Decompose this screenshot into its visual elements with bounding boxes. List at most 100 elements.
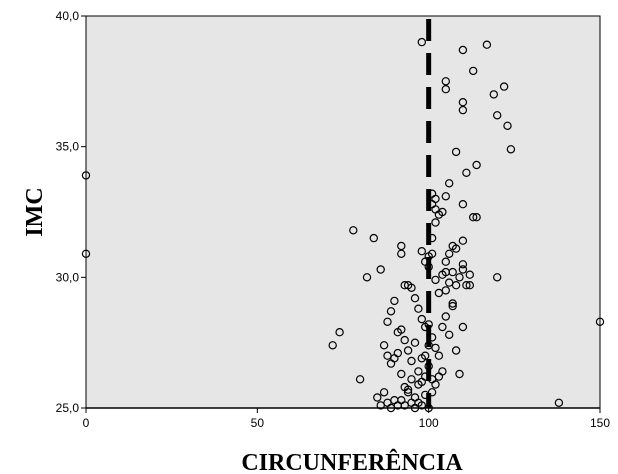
- data-point: [469, 212, 478, 222]
- data-point: [448, 241, 457, 251]
- data-point: [355, 375, 365, 384]
- plot-area: [85, 15, 601, 409]
- data-point: [489, 90, 498, 99]
- data-point: [434, 351, 444, 360]
- data-point: [595, 317, 605, 326]
- data-point: [493, 273, 502, 282]
- data-point: [417, 314, 426, 324]
- data-point: [397, 241, 406, 251]
- data-point: [417, 37, 426, 47]
- data-point: [427, 249, 437, 258]
- x-tick-label: 0: [83, 416, 90, 430]
- data-point: [554, 398, 564, 407]
- data-point: [441, 77, 450, 86]
- data-point: [448, 299, 457, 308]
- data-point: [400, 335, 409, 345]
- data-point: [328, 341, 337, 350]
- points-layer: [81, 37, 605, 413]
- data-point: [458, 236, 468, 245]
- data-point: [455, 369, 464, 379]
- x-tick-label: 50: [251, 416, 265, 430]
- data-point: [427, 189, 437, 198]
- data-point: [397, 325, 406, 334]
- data-point: [462, 281, 471, 290]
- data-point: [424, 341, 433, 350]
- data-point: [393, 348, 402, 358]
- data-point: [493, 111, 502, 120]
- data-point: [445, 330, 454, 339]
- data-point: [445, 249, 454, 258]
- data-point: [403, 385, 413, 394]
- y-axis: 25,0 30,0 35,0 40,0: [56, 9, 87, 415]
- data-point: [431, 218, 440, 227]
- data-point: [472, 212, 481, 222]
- data-point: [445, 179, 454, 188]
- data-point: [431, 275, 440, 285]
- data-point: [441, 192, 450, 201]
- data-point: [373, 393, 382, 402]
- data-point: [482, 40, 492, 49]
- data-point: [465, 270, 474, 279]
- x-axis-title: CIRCUNFERÊNCIA: [241, 449, 463, 474]
- data-point: [458, 265, 468, 274]
- data-point: [386, 307, 396, 316]
- data-point: [397, 369, 406, 379]
- data-point: [410, 294, 420, 303]
- x-axis: 0 50 100 150: [83, 407, 610, 430]
- data-point: [434, 288, 444, 298]
- data-point: [379, 341, 389, 350]
- data-point: [427, 388, 437, 397]
- data-point: [438, 367, 447, 376]
- data-point: [499, 82, 509, 91]
- data-point: [469, 66, 478, 76]
- data-point: [335, 328, 344, 337]
- data-point: [421, 372, 430, 381]
- data-point: [424, 262, 433, 272]
- y-tick-label: 25,0: [56, 401, 80, 415]
- data-point: [455, 273, 464, 282]
- data-point: [506, 145, 516, 154]
- data-point: [362, 273, 372, 282]
- data-point: [448, 267, 457, 277]
- data-point: [369, 233, 378, 243]
- data-point: [441, 312, 450, 321]
- data-point: [458, 199, 468, 209]
- data-point: [431, 205, 440, 214]
- data-point: [441, 257, 450, 266]
- data-point: [458, 105, 468, 115]
- data-point: [424, 320, 433, 329]
- data-point: [424, 362, 433, 371]
- data-point: [407, 283, 416, 292]
- data-point: [414, 304, 423, 313]
- data-point: [441, 286, 450, 295]
- y-axis-title: IMC: [22, 187, 48, 236]
- data-point: [441, 84, 450, 94]
- data-point: [403, 388, 413, 397]
- data-point: [451, 281, 461, 290]
- data-point: [383, 351, 392, 360]
- data-point: [458, 45, 468, 55]
- data-point: [376, 265, 385, 274]
- data-point: [397, 249, 406, 258]
- data-point: [421, 390, 430, 400]
- data-point: [379, 388, 389, 397]
- y-tick-label: 35,0: [56, 140, 80, 154]
- data-point: [458, 97, 468, 107]
- x-tick-label: 150: [590, 416, 610, 430]
- data-point: [458, 260, 468, 269]
- y-tick-label: 40,0: [56, 9, 80, 23]
- data-point: [407, 356, 416, 366]
- data-point: [465, 281, 474, 290]
- data-point: [445, 278, 454, 287]
- data-point: [462, 168, 471, 177]
- data-point: [438, 322, 447, 332]
- x-tick-label: 100: [419, 416, 439, 430]
- data-point: [400, 401, 409, 410]
- data-point: [503, 121, 512, 131]
- data-point: [390, 296, 399, 306]
- data-point: [421, 351, 430, 360]
- data-point: [410, 338, 420, 347]
- data-point: [472, 160, 481, 170]
